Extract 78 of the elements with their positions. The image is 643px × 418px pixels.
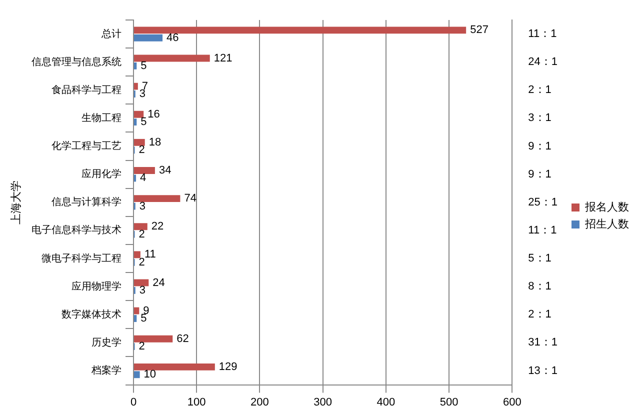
y-tick-label: 应用物理学 [72,280,122,292]
text: 13：1 [528,364,558,377]
text: 11：1 [528,224,557,236]
bar [134,62,137,70]
y-tick-label: 档案学 [90,364,122,377]
bar [134,118,137,126]
x-tick-label: 200 [250,396,269,408]
bar [134,54,210,62]
text: 9：1 [528,168,552,180]
data-label: 22 [151,220,164,233]
x-tick-label: 300 [314,396,332,408]
data-label: 2 [138,256,145,268]
bar [134,363,215,370]
bar [134,82,138,90]
data-label: 11 [144,248,156,261]
text: 2：1 [528,84,552,96]
bar [134,34,163,42]
data-label: 16 [148,108,160,120]
bar [134,307,140,314]
text: 24：1 [528,56,558,68]
text: 8：1 [528,280,552,293]
legend-label: 报名人数 [584,202,629,214]
data-label: 24 [152,276,165,289]
y-tick-label: 信息与计算科学 [52,196,122,208]
y-tick-label: 信息管理与信息系统 [32,56,122,68]
y-tick-label: 微电子科学与工程 [42,252,122,264]
data-label: 46 [166,32,179,44]
bar [134,26,466,34]
data-label: 10 [144,368,156,381]
y-tick-label: 化学工程与工艺 [52,140,122,152]
data-label: 5 [140,116,147,128]
bar [134,223,148,230]
text: 3：1 [528,112,552,124]
bar [134,195,180,202]
x-tick-label: 600 [502,396,522,408]
data-label: 121 [214,52,232,64]
data-label: 62 [176,332,189,345]
bar [134,167,155,174]
data-label: 3 [139,88,146,100]
text: 11：1 [528,28,557,40]
bar [134,110,144,118]
data-label: 129 [218,360,238,373]
data-label: 2 [138,340,145,353]
y-tick-label: 应用化学 [82,168,122,180]
bar [134,315,137,322]
data-label: 18 [148,136,162,148]
y-tick-label: 电子信息科学与技术 [32,224,122,236]
text: 5：1 [528,252,552,265]
bar [134,279,149,286]
y-tick-label: 生物工程 [82,112,122,124]
data-label: 3 [139,284,146,296]
data-label: 2 [138,144,145,156]
y-tick-label: 总计 [100,28,122,40]
bar [134,251,140,258]
y-axis-title: 上海大学 [10,180,23,224]
x-tick-label: 100 [187,396,206,408]
bar [134,138,145,146]
text: 31：1 [528,336,558,349]
data-label: 4 [140,172,146,184]
text: 25：1 [528,196,558,208]
x-tick-label: 500 [440,396,458,408]
y-tick-label: 食品科学与工程 [52,84,122,96]
data-label: 2 [138,228,145,240]
data-label: 3 [139,200,146,212]
y-tick-label: 数字媒体技术 [62,308,122,320]
text: 9：1 [528,140,552,152]
x-tick-label: 400 [376,396,396,408]
bar [134,371,140,378]
data-label: 527 [470,24,488,36]
data-label: 5 [140,312,147,325]
y-tick-label: 历史学 [92,336,122,348]
text: 2：1 [528,308,552,321]
x-tick-label: 0 [130,396,137,408]
data-label: 34 [158,164,172,177]
data-label: 74 [184,192,196,205]
legend-label: 招生人数 [584,218,629,231]
data-label: 5 [140,60,147,72]
bar [134,335,173,342]
